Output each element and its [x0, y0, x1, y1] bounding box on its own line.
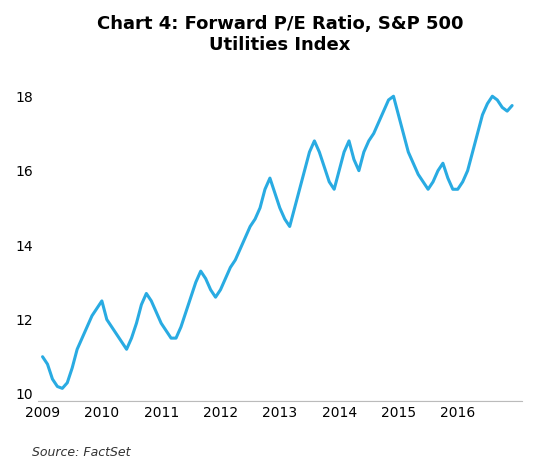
Text: Source: FactSet: Source: FactSet: [32, 446, 130, 459]
Title: Chart 4: Forward P/E Ratio, S&P 500
Utilities Index: Chart 4: Forward P/E Ratio, S&P 500 Util…: [97, 15, 463, 54]
